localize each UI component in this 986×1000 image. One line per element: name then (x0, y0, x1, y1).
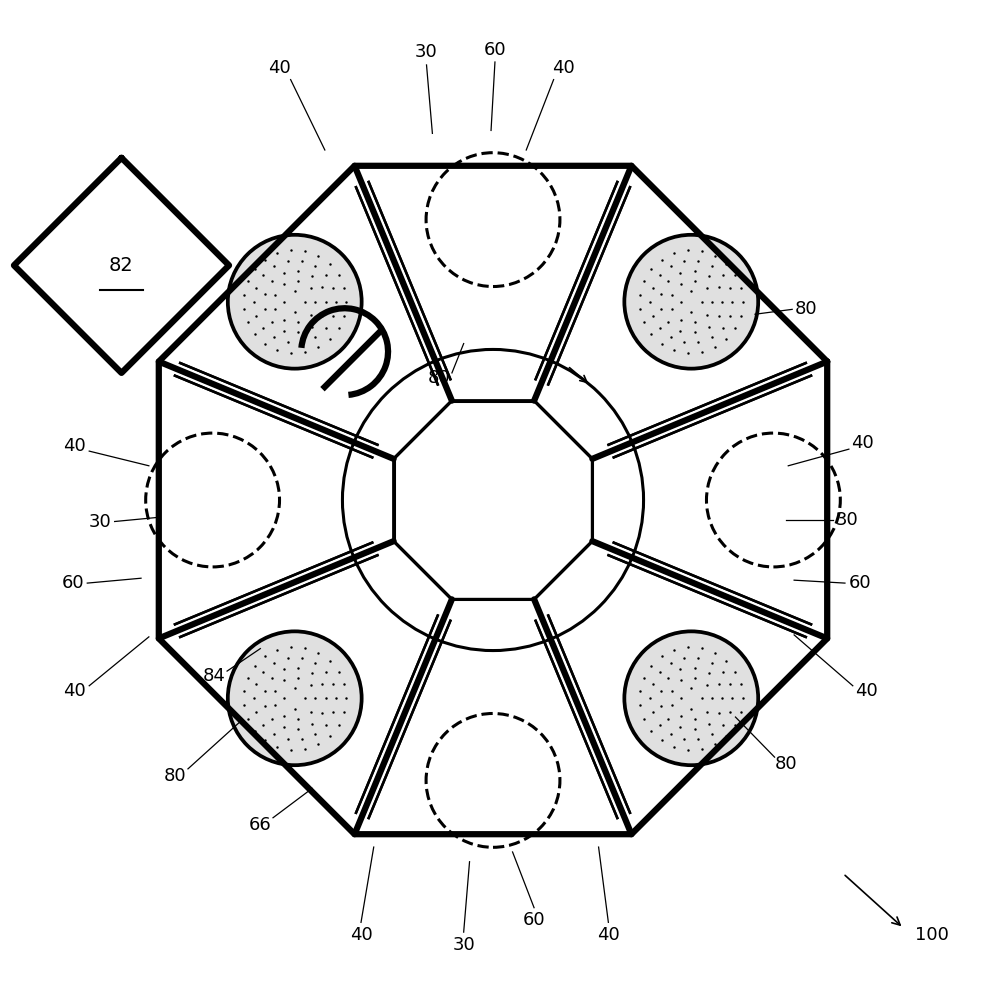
Text: 40: 40 (350, 926, 373, 944)
Text: 40: 40 (855, 682, 878, 700)
Text: 40: 40 (552, 59, 575, 77)
Text: 30: 30 (453, 936, 475, 954)
Text: 40: 40 (851, 434, 874, 452)
Text: 60: 60 (484, 41, 506, 59)
Text: 60: 60 (523, 911, 545, 929)
Text: 30: 30 (835, 511, 858, 529)
Circle shape (228, 235, 362, 369)
Text: 40: 40 (63, 682, 86, 700)
Circle shape (624, 631, 758, 765)
Text: 100: 100 (915, 926, 950, 944)
Text: 80: 80 (775, 755, 798, 773)
Text: 60: 60 (848, 574, 871, 592)
Text: 40: 40 (268, 59, 291, 77)
Text: 80: 80 (428, 369, 451, 387)
Circle shape (624, 235, 758, 369)
Text: 60: 60 (61, 574, 84, 592)
Text: 66: 66 (248, 816, 272, 834)
Text: 40: 40 (63, 437, 86, 455)
Text: 80: 80 (795, 300, 817, 318)
Text: 82: 82 (109, 256, 134, 275)
Text: 30: 30 (415, 43, 438, 61)
Text: 84: 84 (203, 667, 226, 685)
Text: 80: 80 (164, 767, 186, 785)
Text: 30: 30 (89, 513, 111, 531)
Circle shape (228, 631, 362, 765)
Text: 40: 40 (597, 926, 620, 944)
